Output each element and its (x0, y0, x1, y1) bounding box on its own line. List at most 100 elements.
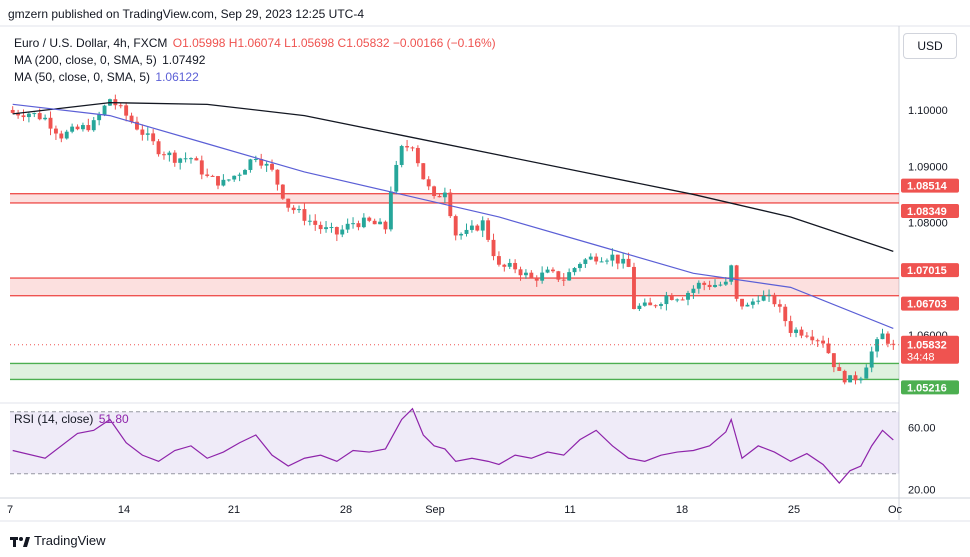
candle-body (756, 300, 761, 302)
currency-button[interactable]: USD (903, 33, 957, 59)
candle-body (880, 333, 885, 340)
candle-body (210, 175, 215, 177)
rsi-label: RSI (14, close) (14, 412, 94, 426)
candle-body (437, 196, 442, 198)
ma50-label: MA (50, close, 0, SMA, 5) (14, 70, 151, 84)
candle-body (167, 152, 172, 156)
zone-2-band (10, 363, 899, 380)
candle-body (415, 147, 420, 164)
candle-body (421, 163, 426, 180)
candle-body (642, 302, 647, 306)
candle-body (513, 262, 518, 270)
ma50-value: 1.06122 (155, 70, 199, 84)
candle-body (696, 282, 701, 289)
candle-body (243, 169, 247, 175)
candle-body (869, 351, 874, 368)
chart-area[interactable]: 1.100001.090001.080001.060001.085141.083… (0, 0, 970, 530)
last-price-tag-bg (901, 335, 959, 364)
candle-body (183, 158, 188, 160)
time-tick-label: Oc (888, 504, 903, 516)
candle-body (194, 158, 199, 161)
bar-countdown: 34:48 (907, 352, 935, 364)
candle-body (599, 261, 604, 263)
candle-body (632, 266, 636, 310)
candle-body (540, 272, 545, 281)
candle-body (135, 121, 139, 130)
candle-body (480, 220, 485, 231)
candle-body (232, 175, 237, 180)
ohlc-values: O1.05998 H1.06074 L1.05698 C1.05832 −0.0… (172, 36, 496, 50)
price-tick-label: 1.10000 (908, 105, 948, 117)
candle-body (815, 340, 820, 342)
candle-body (848, 375, 853, 383)
zone-2-lower-tag-bg (901, 380, 959, 395)
legend-symbol-row: Euro / U.S. Dollar, 4h, FXCM O1.05998 H1… (14, 35, 496, 51)
candle-body (32, 113, 37, 115)
candle-body (842, 370, 847, 383)
publish-info: gmzern published on TradingView.com, Sep… (8, 7, 364, 21)
candle-body (270, 163, 274, 170)
candle-body (853, 375, 858, 381)
candle-body (772, 294, 777, 305)
candle-body (178, 158, 183, 163)
candle-body (372, 220, 377, 225)
candle-body (794, 329, 798, 333)
candle-body (826, 343, 831, 354)
ma50-line (12, 103, 894, 330)
candle-body (37, 113, 42, 120)
candle-body (767, 294, 771, 296)
zone-0-upper-tag: 1.08514 (907, 181, 948, 193)
candle-body (162, 154, 166, 156)
candle-body (156, 141, 161, 155)
candle-body (280, 184, 285, 199)
candle-body (361, 217, 366, 228)
candle-body (102, 105, 107, 115)
candle-body (205, 174, 210, 176)
publish-header: gmzern published on TradingView.com, Sep… (0, 0, 970, 26)
candle-body (491, 239, 496, 257)
candle-body (334, 227, 339, 235)
candle-body (16, 112, 21, 116)
candle-body (351, 223, 355, 225)
zone-0-band (10, 193, 899, 203)
time-tick-label: 14 (118, 504, 130, 516)
candle-body (64, 131, 69, 139)
candle-body (680, 299, 685, 301)
zone-0-lower-tag-bg (901, 203, 959, 218)
candle-body (648, 302, 653, 306)
candle-body (518, 269, 523, 276)
candle-body (583, 259, 588, 264)
candle-body (394, 164, 399, 192)
candle-body (664, 295, 669, 305)
zone-2-lower-tag: 1.05216 (907, 382, 947, 394)
candle-body (669, 295, 674, 300)
candle-body (253, 158, 258, 160)
candle-body (75, 126, 80, 130)
candle-body (496, 256, 501, 265)
candle-body (48, 117, 53, 129)
candle-body (718, 284, 723, 286)
candle-body (345, 223, 350, 230)
candle-body (777, 304, 782, 307)
candle-body (248, 159, 253, 170)
candle-body (145, 133, 150, 135)
candle-body (86, 125, 91, 131)
candle-body (97, 114, 102, 121)
candle-body (356, 223, 361, 228)
candle-body (453, 216, 458, 236)
candle-body (448, 192, 453, 217)
candle-body (399, 146, 404, 165)
candle-body (572, 268, 577, 273)
candle-body (702, 282, 707, 285)
candle-body (864, 367, 869, 379)
candle-body (118, 105, 123, 107)
candle-body (567, 272, 572, 281)
candle-body (297, 209, 301, 211)
candle-body (302, 209, 307, 221)
candle-body (129, 115, 134, 122)
candle-body (734, 265, 739, 299)
candle-body (594, 256, 599, 262)
candle-body (578, 263, 582, 269)
candle-body (858, 378, 863, 381)
last-price-tag: 1.05832 (907, 340, 947, 352)
